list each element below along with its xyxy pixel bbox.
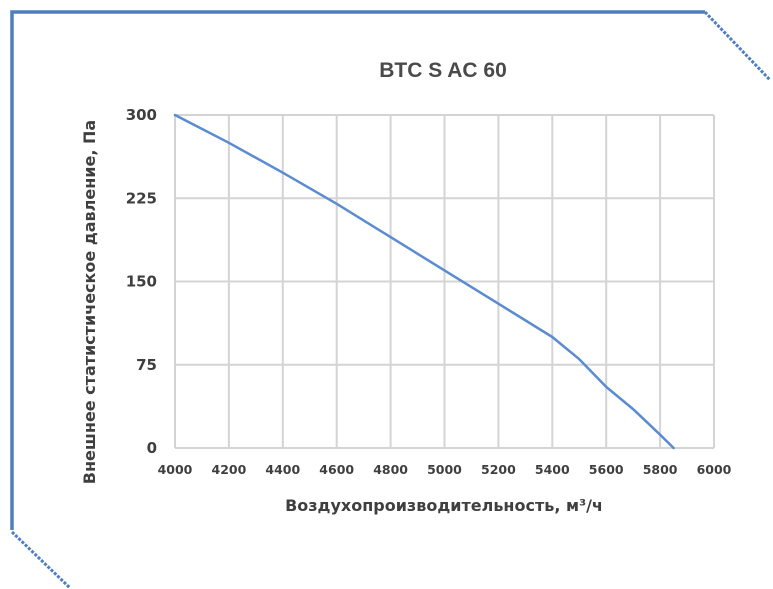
x-tick-label: 5800 (643, 462, 678, 477)
x-tick-label: 5400 (535, 462, 570, 477)
series-line (173, 113, 675, 450)
x-tick-label: 4800 (373, 462, 408, 477)
y-tick-label: 75 (136, 356, 157, 374)
x-tick-label: 6000 (697, 462, 732, 477)
x-tick-label: 5000 (427, 462, 462, 477)
y-tick-label: 300 (126, 106, 157, 124)
x-tick-label: 5200 (481, 462, 516, 477)
decorative-frame (10, 10, 772, 589)
grid (174, 114, 715, 449)
chart-title: BTC S AC 60 (379, 59, 507, 82)
x-tick-labels: 4000 4200 4400 4600 4800 5000 5200 5400 5600 5800… (158, 462, 732, 477)
x-tick-label: 5600 (589, 462, 624, 477)
frame-bottom-left-corner (10, 530, 72, 589)
series-group (173, 113, 675, 450)
y-tick-label: 0 (147, 439, 157, 457)
x-tick-label: 4000 (158, 462, 193, 477)
x-axis-label: Воздухопроизводительность, м³/ч (285, 496, 603, 515)
y-tick-label: 225 (126, 189, 157, 207)
y-axis-label: Внешнее статистическое давление, Па (80, 120, 99, 484)
x-tick-label: 4600 (319, 462, 354, 477)
y-tick-labels: 0 75 150 225 300 (126, 106, 157, 457)
frame-top-right-corner (703, 10, 772, 82)
x-tick-label: 4400 (265, 462, 300, 477)
y-tick-label: 150 (126, 273, 157, 291)
frame-top-left (10, 10, 705, 530)
x-tick-label: 4200 (212, 462, 247, 477)
